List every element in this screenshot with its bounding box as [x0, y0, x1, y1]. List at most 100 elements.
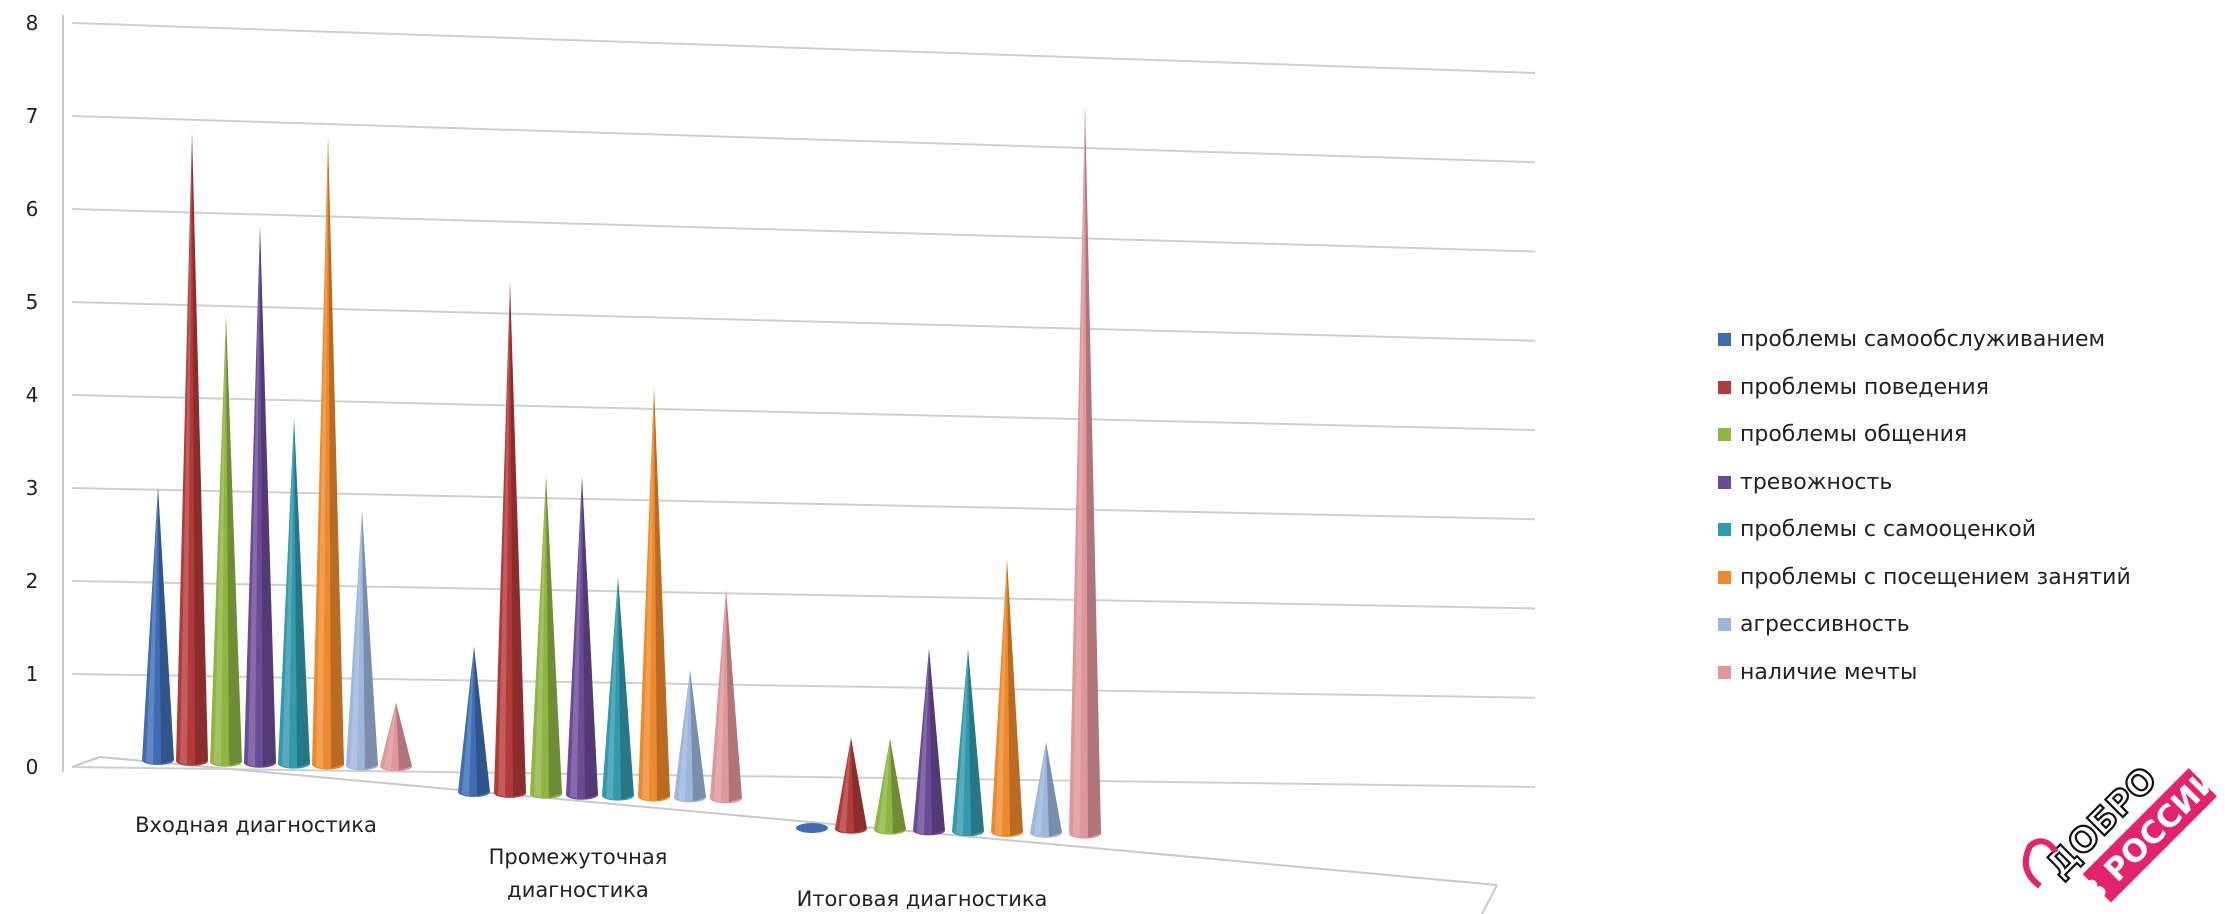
cone-highlight — [839, 737, 851, 833]
gridline — [71, 208, 1536, 253]
category-label: Входная диагностика — [135, 813, 377, 837]
cone-mark — [952, 648, 984, 837]
cone-shade — [158, 486, 174, 764]
cone-mark — [674, 669, 706, 803]
legend-swatch — [1718, 333, 1731, 347]
legend-item: проблемы с самооценкой — [1718, 506, 2131, 554]
cone-highlight — [956, 648, 968, 836]
cone-mark — [710, 588, 742, 804]
cone-mark — [1030, 741, 1062, 838]
cone-body — [710, 588, 742, 804]
cone-body — [312, 135, 344, 770]
cone-shade — [294, 417, 310, 768]
gridline — [71, 487, 1536, 521]
cone-body — [142, 486, 174, 765]
cone-shade — [929, 648, 945, 835]
gridline — [71, 580, 1536, 610]
cone-shade — [1007, 558, 1023, 836]
cone-highlight — [214, 315, 226, 766]
cone-series — [142, 104, 1101, 839]
y-tick-label: 2 — [26, 569, 39, 593]
cone-shade — [396, 702, 412, 771]
gridline — [71, 22, 1536, 74]
cone-body — [278, 417, 310, 769]
cone-highlight — [642, 386, 654, 801]
cone-mark — [458, 646, 490, 797]
cone-highlight — [384, 702, 396, 771]
cone-mark — [530, 474, 562, 799]
cone-shade — [654, 386, 670, 801]
legend-item: агрессивность — [1718, 601, 2131, 649]
cone-shade — [726, 588, 742, 803]
cone-mark — [346, 510, 378, 771]
cone-shade — [890, 738, 906, 834]
gridline — [71, 394, 1536, 431]
cone-mark — [210, 315, 242, 767]
cone-mark — [602, 576, 634, 801]
gridline — [71, 766, 1536, 788]
cone-shade — [582, 475, 598, 799]
legend-label: тревожность — [1740, 469, 1893, 495]
cone-mark — [244, 224, 276, 768]
legend-label: проблемы самообслуживанием — [1740, 327, 2106, 353]
cone-highlight — [462, 646, 474, 796]
cone-shade — [618, 576, 634, 800]
cone-highlight — [917, 648, 929, 835]
cone-highlight — [1073, 104, 1085, 838]
cone-shade — [851, 737, 867, 833]
cone-body — [991, 558, 1023, 837]
y-tick-label: 1 — [26, 662, 39, 686]
cone-body — [874, 738, 906, 835]
cone-highlight — [1034, 741, 1046, 837]
cone-body — [1069, 104, 1101, 839]
cone-mark — [835, 737, 867, 834]
gridline — [71, 115, 1536, 164]
cone-mark — [638, 386, 670, 802]
cone-mark — [494, 282, 526, 798]
cone-body — [674, 669, 706, 803]
cone-shade — [362, 510, 378, 770]
legend-swatch — [1718, 570, 1731, 584]
logo-ribbon — [2082, 768, 2217, 903]
cone-mark — [176, 132, 208, 766]
cone-shade — [510, 282, 526, 797]
cone-body — [494, 282, 526, 798]
cone-body — [458, 646, 490, 797]
category-labels: Входная диагностика Промежуточная диагност… — [135, 813, 1047, 911]
legend-swatch — [1718, 380, 1731, 394]
cone-highlight — [570, 475, 582, 799]
cone-highlight — [248, 224, 260, 767]
legend-item: проблемы с посещением занятий — [1718, 554, 2131, 602]
legend-swatch — [1718, 523, 1731, 537]
category-label: диагностика — [507, 878, 649, 902]
y-tick-label: 5 — [26, 290, 39, 314]
cone-shade — [1046, 741, 1062, 837]
cone-body — [1030, 741, 1062, 838]
cone-shade — [1085, 104, 1101, 838]
cone-body — [244, 224, 276, 768]
cone-mark — [278, 417, 310, 769]
cone-body — [835, 737, 867, 834]
cone-shade — [260, 224, 276, 767]
y-tick-label: 0 — [26, 755, 39, 779]
legend-label: проблемы с посещением занятий — [1740, 564, 2131, 590]
category-label: Итоговая диагностика — [797, 887, 1048, 911]
cone-highlight — [714, 588, 726, 803]
legend-label: проблемы общения — [1740, 422, 1968, 448]
cone-mark — [312, 135, 344, 770]
chart-walls — [62, 15, 1498, 914]
legend-item: наличие мечты — [1718, 649, 2131, 697]
legend-item: проблемы самообслуживанием — [1718, 316, 2131, 364]
cone-mark — [796, 823, 828, 833]
cone-highlight — [995, 558, 1007, 836]
cone-body — [210, 315, 242, 767]
cone-mark — [142, 486, 174, 765]
floor-right-edge — [1481, 884, 1498, 914]
cone-shade — [192, 132, 208, 765]
floor-front-edge — [99, 756, 1498, 886]
cone-body — [913, 648, 945, 836]
y-axis-ticks: 0 1 2 3 4 5 6 7 8 — [26, 11, 39, 779]
cone-base-flat — [796, 823, 828, 833]
y-tick-label: 8 — [26, 11, 39, 35]
cone-mark — [874, 738, 906, 835]
